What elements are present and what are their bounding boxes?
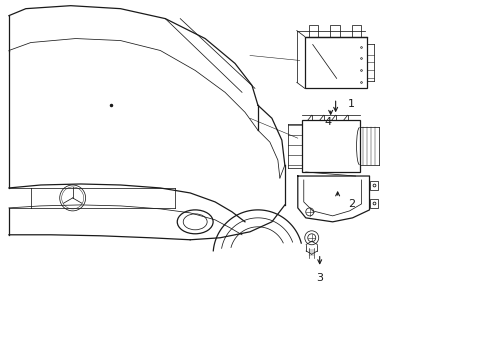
Bar (329, 24, 339, 37)
Bar (369, 199, 378, 208)
Bar (308, 24, 318, 37)
Text: 3: 3 (316, 273, 323, 283)
Bar (351, 24, 361, 37)
Text: 2: 2 (347, 199, 354, 209)
Bar (304, 37, 366, 88)
Bar (301, 120, 359, 172)
Bar (369, 181, 378, 190)
Text: 1: 1 (347, 99, 354, 109)
Text: 4: 4 (324, 117, 330, 127)
